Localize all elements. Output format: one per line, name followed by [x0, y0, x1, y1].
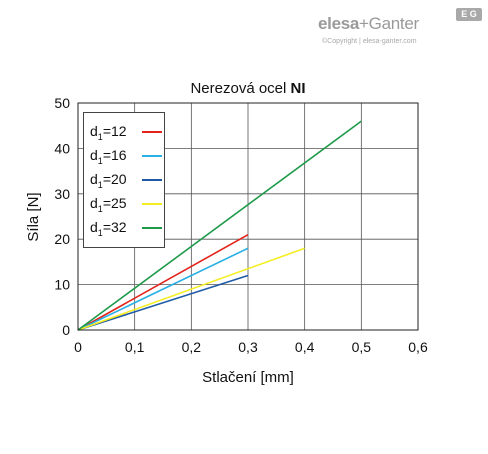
legend-label: d1=12	[90, 123, 127, 142]
plot-frame	[77, 102, 419, 331]
legend-label: d1=20	[90, 171, 127, 190]
x-axis-label: Stlačení [mm]	[202, 369, 294, 386]
series-line-32	[77, 120, 362, 331]
chart-legend: d1=12 d1=16 d1=20 d1=25 d1=32	[83, 112, 165, 248]
legend-swatch	[142, 227, 162, 229]
series-line-25	[77, 247, 305, 331]
x-tick-label: 0,2	[182, 339, 202, 355]
chart-series	[77, 120, 362, 331]
chart-title-prefix: Nerezová ocel	[190, 80, 290, 97]
y-tick-label: 50	[54, 95, 70, 111]
x-tick-label: 0,6	[408, 339, 428, 355]
legend-swatch	[142, 155, 162, 157]
series-line-12	[77, 233, 249, 331]
y-tick-label: 20	[54, 231, 70, 247]
x-tick-label: 0,5	[352, 339, 372, 355]
legend-swatch	[142, 131, 162, 133]
legend-label: d1=25	[90, 195, 127, 214]
legend-item: d1=20	[90, 169, 164, 190]
x-tick-label: 0,4	[295, 339, 315, 355]
legend-item: d1=16	[90, 145, 164, 166]
legend-swatch	[142, 179, 162, 181]
y-tick-label: 40	[54, 140, 70, 156]
y-tick-label: 0	[62, 322, 70, 338]
x-tick-label: 0,1	[125, 339, 145, 355]
x-tick-label: 0	[74, 339, 82, 355]
y-tick-label: 30	[54, 186, 70, 202]
brand-mark-icon: E G	[456, 8, 482, 21]
legend-item: d1=12	[90, 121, 164, 142]
chart-ticks: 0 0,1 0,2 0,3 0,4 0,5 0,6 0 10 20 30 40 50	[54, 95, 428, 355]
legend-item: d1=25	[90, 193, 164, 214]
series-line-16	[77, 247, 249, 331]
brand-name: elesa+Ganter	[318, 14, 419, 33]
legend-item: d1=32	[90, 217, 164, 238]
legend-swatch	[142, 203, 162, 205]
brand-logo: elesa+Ganter E G ©Copyright | elesa-gant…	[318, 8, 482, 56]
y-axis-label: Síla [N]	[25, 192, 42, 241]
legend-label: d1=32	[90, 219, 127, 238]
series-line-20	[77, 274, 249, 331]
legend-label: d1=16	[90, 147, 127, 166]
chart-title: Nerezová ocel NI	[190, 80, 305, 97]
chart-title-bold: NI	[291, 80, 306, 97]
y-tick-label: 10	[54, 277, 70, 293]
copyright-text: ©Copyright | elesa-ganter.com	[322, 38, 417, 45]
x-tick-label: 0,3	[238, 339, 258, 355]
